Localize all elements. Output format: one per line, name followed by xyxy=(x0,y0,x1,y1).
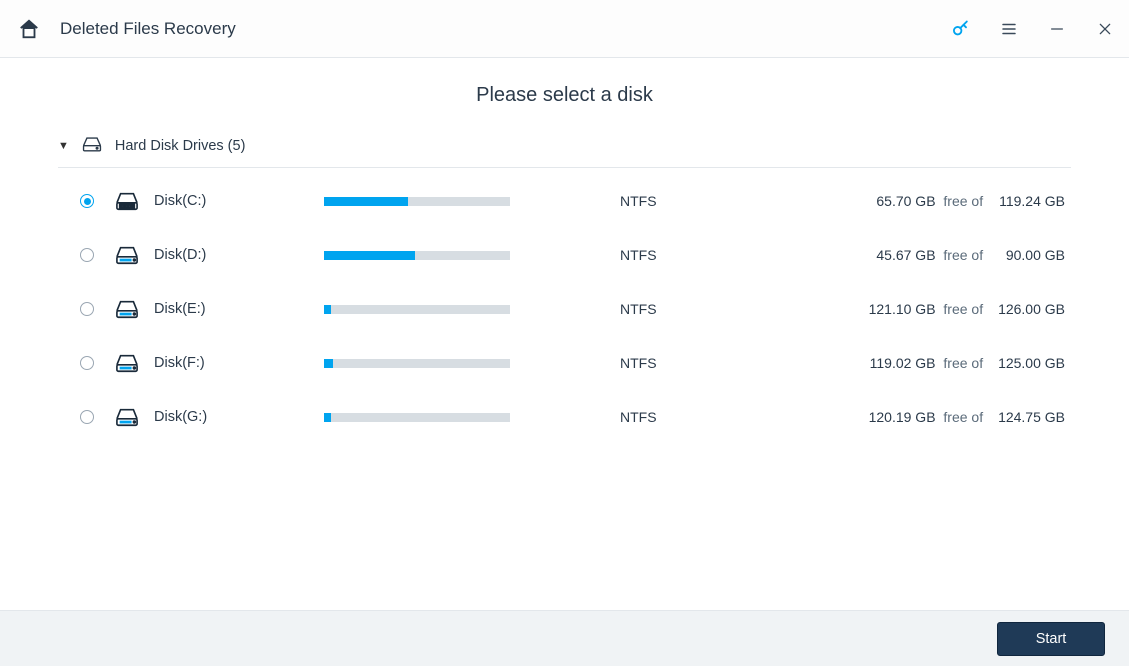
hdd-icon xyxy=(81,135,103,157)
home-icon[interactable] xyxy=(18,18,40,40)
category-label: Hard Disk Drives (5) xyxy=(115,138,246,154)
disk-radio[interactable] xyxy=(80,410,94,424)
disk-filesystem: NTFS xyxy=(550,247,730,263)
disk-filesystem: NTFS xyxy=(550,301,730,317)
disk-icon xyxy=(114,244,140,266)
disk-total: 90.00 GB xyxy=(991,247,1065,263)
start-button[interactable]: Start xyxy=(997,622,1105,656)
disk-free: 119.02 GB xyxy=(864,355,936,371)
disk-list: Disk(C:)NTFS65.70 GB free of 119.24 GBDi… xyxy=(58,182,1071,436)
usage-bar-fill xyxy=(324,359,333,368)
usage-bar-fill xyxy=(324,251,415,260)
free-of-label: free of xyxy=(940,409,987,425)
disk-filesystem: NTFS xyxy=(550,193,730,209)
close-icon[interactable] xyxy=(1095,19,1115,39)
menu-icon[interactable] xyxy=(999,19,1019,39)
free-of-label: free of xyxy=(940,355,987,371)
usage-bar xyxy=(324,197,510,206)
free-of-label: free of xyxy=(940,193,987,209)
disk-row[interactable]: Disk(F:)NTFS119.02 GB free of 125.00 GB xyxy=(58,344,1071,382)
disk-name: Disk(G:) xyxy=(154,409,324,425)
category-header[interactable]: ▼ Hard Disk Drives (5) xyxy=(58,129,1071,168)
usage-bar xyxy=(324,251,510,260)
window-controls xyxy=(951,19,1115,39)
disk-radio[interactable] xyxy=(80,302,94,316)
disk-free: 120.19 GB xyxy=(864,409,936,425)
title-bar: Deleted Files Recovery xyxy=(0,0,1129,58)
disk-total: 126.00 GB xyxy=(991,301,1065,317)
disk-free: 121.10 GB xyxy=(864,301,936,317)
disk-icon xyxy=(114,406,140,428)
disk-radio[interactable] xyxy=(80,248,94,262)
key-icon[interactable] xyxy=(951,19,971,39)
disk-filesystem: NTFS xyxy=(550,355,730,371)
disk-free: 45.67 GB xyxy=(864,247,936,263)
disk-free: 65.70 GB xyxy=(864,193,936,209)
disk-name: Disk(C:) xyxy=(154,193,324,209)
disk-space: 45.67 GB free of 90.00 GB xyxy=(730,247,1071,263)
disk-space: 119.02 GB free of 125.00 GB xyxy=(730,355,1071,371)
disk-filesystem: NTFS xyxy=(550,409,730,425)
free-of-label: free of xyxy=(940,247,987,263)
usage-bar-fill xyxy=(324,413,331,422)
page-title: Deleted Files Recovery xyxy=(60,19,236,39)
disk-total: 119.24 GB xyxy=(991,193,1065,209)
disk-icon xyxy=(114,298,140,320)
usage-bar xyxy=(324,359,510,368)
disk-space: 65.70 GB free of 119.24 GB xyxy=(730,193,1071,209)
usage-bar-fill xyxy=(324,305,331,314)
disk-name: Disk(F:) xyxy=(154,355,324,371)
minimize-icon[interactable] xyxy=(1047,19,1067,39)
disk-total: 124.75 GB xyxy=(991,409,1065,425)
disk-name: Disk(D:) xyxy=(154,247,324,263)
chevron-down-icon: ▼ xyxy=(58,140,69,152)
usage-bar xyxy=(324,413,510,422)
disk-radio[interactable] xyxy=(80,194,94,208)
disk-radio[interactable] xyxy=(80,356,94,370)
disk-row[interactable]: Disk(D:)NTFS45.67 GB free of 90.00 GB xyxy=(58,236,1071,274)
disk-row[interactable]: Disk(G:)NTFS120.19 GB free of 124.75 GB xyxy=(58,398,1071,436)
usage-bar-fill xyxy=(324,197,408,206)
disk-icon xyxy=(114,352,140,374)
disk-row[interactable]: Disk(C:)NTFS65.70 GB free of 119.24 GB xyxy=(58,182,1071,220)
main-panel: Please select a disk ▼ Hard Disk Drives … xyxy=(0,58,1129,610)
free-of-label: free of xyxy=(940,301,987,317)
prompt-text: Please select a disk xyxy=(58,84,1071,107)
disk-name: Disk(E:) xyxy=(154,301,324,317)
system-disk-icon xyxy=(114,190,140,212)
disk-space: 121.10 GB free of 126.00 GB xyxy=(730,301,1071,317)
usage-bar xyxy=(324,305,510,314)
disk-total: 125.00 GB xyxy=(991,355,1065,371)
footer-bar: Start xyxy=(0,610,1129,666)
disk-space: 120.19 GB free of 124.75 GB xyxy=(730,409,1071,425)
disk-row[interactable]: Disk(E:)NTFS121.10 GB free of 126.00 GB xyxy=(58,290,1071,328)
